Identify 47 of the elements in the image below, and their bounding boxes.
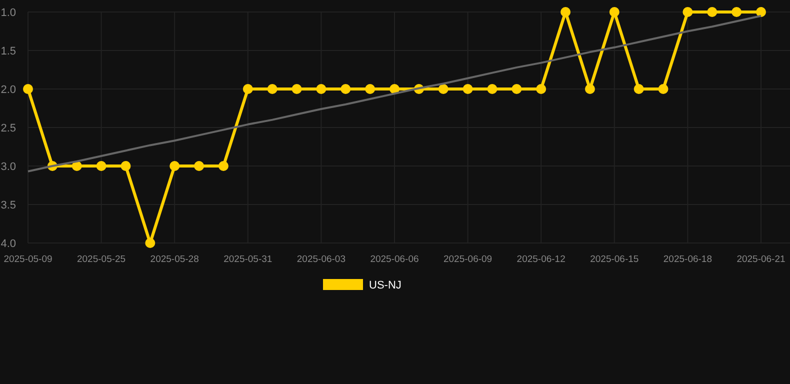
point	[682, 7, 693, 17]
point	[438, 84, 448, 94]
point	[267, 84, 278, 94]
point	[340, 84, 351, 94]
x-tick-label: 2025-06-18	[663, 254, 712, 265]
point	[365, 84, 376, 94]
x-tick-label: 2025-06-03	[296, 254, 346, 265]
x-tick-label: 2025-06-12	[516, 254, 566, 265]
point	[23, 84, 33, 94]
point	[634, 84, 644, 94]
y-tick-label: 1.5	[0, 45, 16, 58]
point	[218, 161, 228, 171]
point	[316, 84, 326, 94]
point	[170, 161, 180, 171]
y-tick-label: 3.5	[0, 199, 16, 212]
point	[96, 161, 106, 171]
point	[242, 84, 253, 94]
x-tick-label: 2025-05-31	[224, 254, 272, 265]
y-tick-label: 3.0	[0, 160, 16, 173]
y-tick-label: 2.0	[0, 84, 16, 96]
y-tick-label: 2.5	[0, 122, 16, 134]
x-tick-label: 2025-05-09	[4, 254, 52, 265]
point	[120, 161, 131, 171]
point	[584, 84, 595, 94]
x-tick-label: 2025-06-09	[443, 254, 492, 265]
point	[194, 161, 204, 171]
point	[512, 84, 522, 94]
y-tick-label: 4.0	[0, 238, 16, 250]
x-tick-label: 2025-05-28	[150, 254, 199, 265]
point	[707, 7, 718, 17]
point	[609, 7, 620, 17]
point	[756, 7, 766, 17]
point	[292, 84, 302, 94]
point	[658, 84, 668, 94]
point	[145, 238, 156, 248]
x-tick-label: 2025-06-21	[736, 254, 786, 265]
legend-label: US-NJ	[369, 280, 402, 292]
point	[732, 7, 742, 17]
x-tick-label: 2025-06-06	[370, 254, 419, 265]
y-tick-label: 1.0	[0, 6, 16, 19]
point	[536, 84, 546, 94]
point	[560, 7, 571, 17]
point	[72, 161, 82, 171]
x-tick-label: 2025-05-25	[76, 254, 126, 265]
point	[462, 84, 473, 94]
x-tick-label: 2025-06-15	[590, 254, 639, 265]
point	[487, 84, 498, 94]
